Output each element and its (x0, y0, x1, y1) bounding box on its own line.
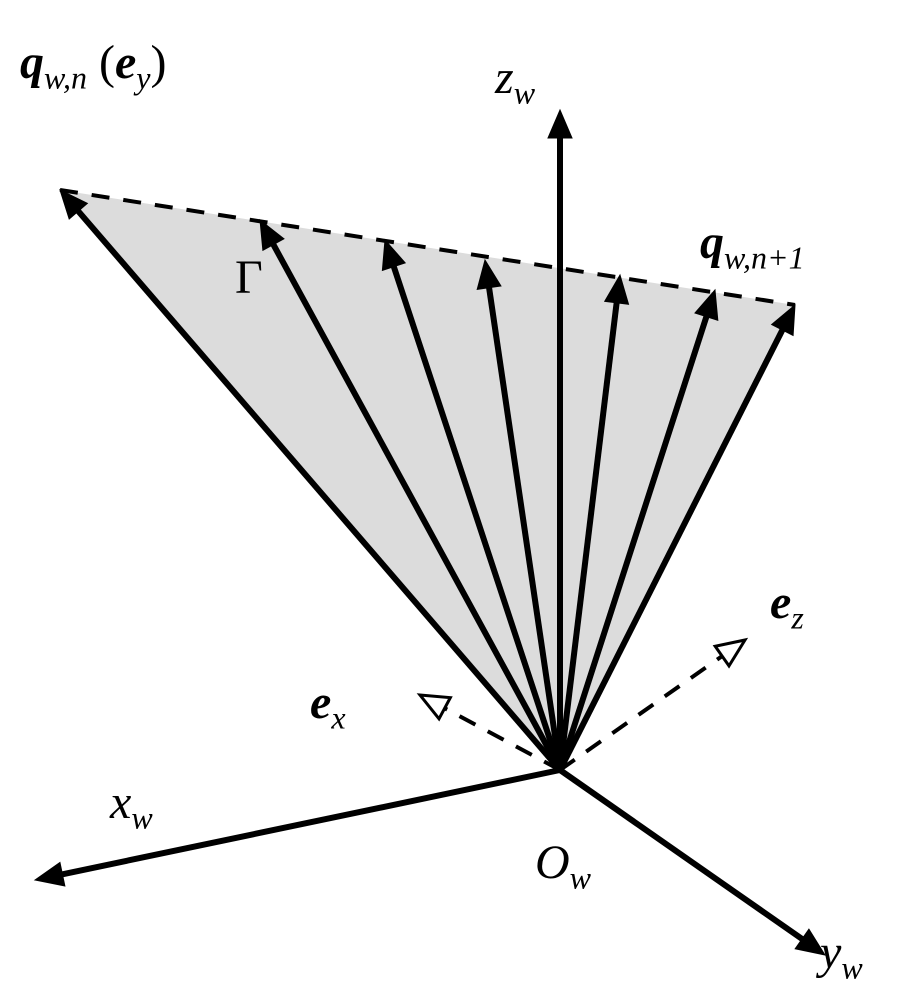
label-q-wn1: qw,n+1 (700, 215, 805, 277)
label-y-w: yw (820, 925, 863, 987)
label-origin: Ow (535, 835, 591, 897)
vector-diagram (0, 0, 919, 995)
label-e-z: ez (770, 575, 804, 637)
label-q-wn: qw,n (ey) (20, 35, 166, 97)
label-e-x: ex (310, 675, 346, 737)
label-z-w: zw (495, 50, 535, 112)
label-gamma: Γ (235, 250, 263, 305)
label-x-w: xw (110, 775, 153, 837)
